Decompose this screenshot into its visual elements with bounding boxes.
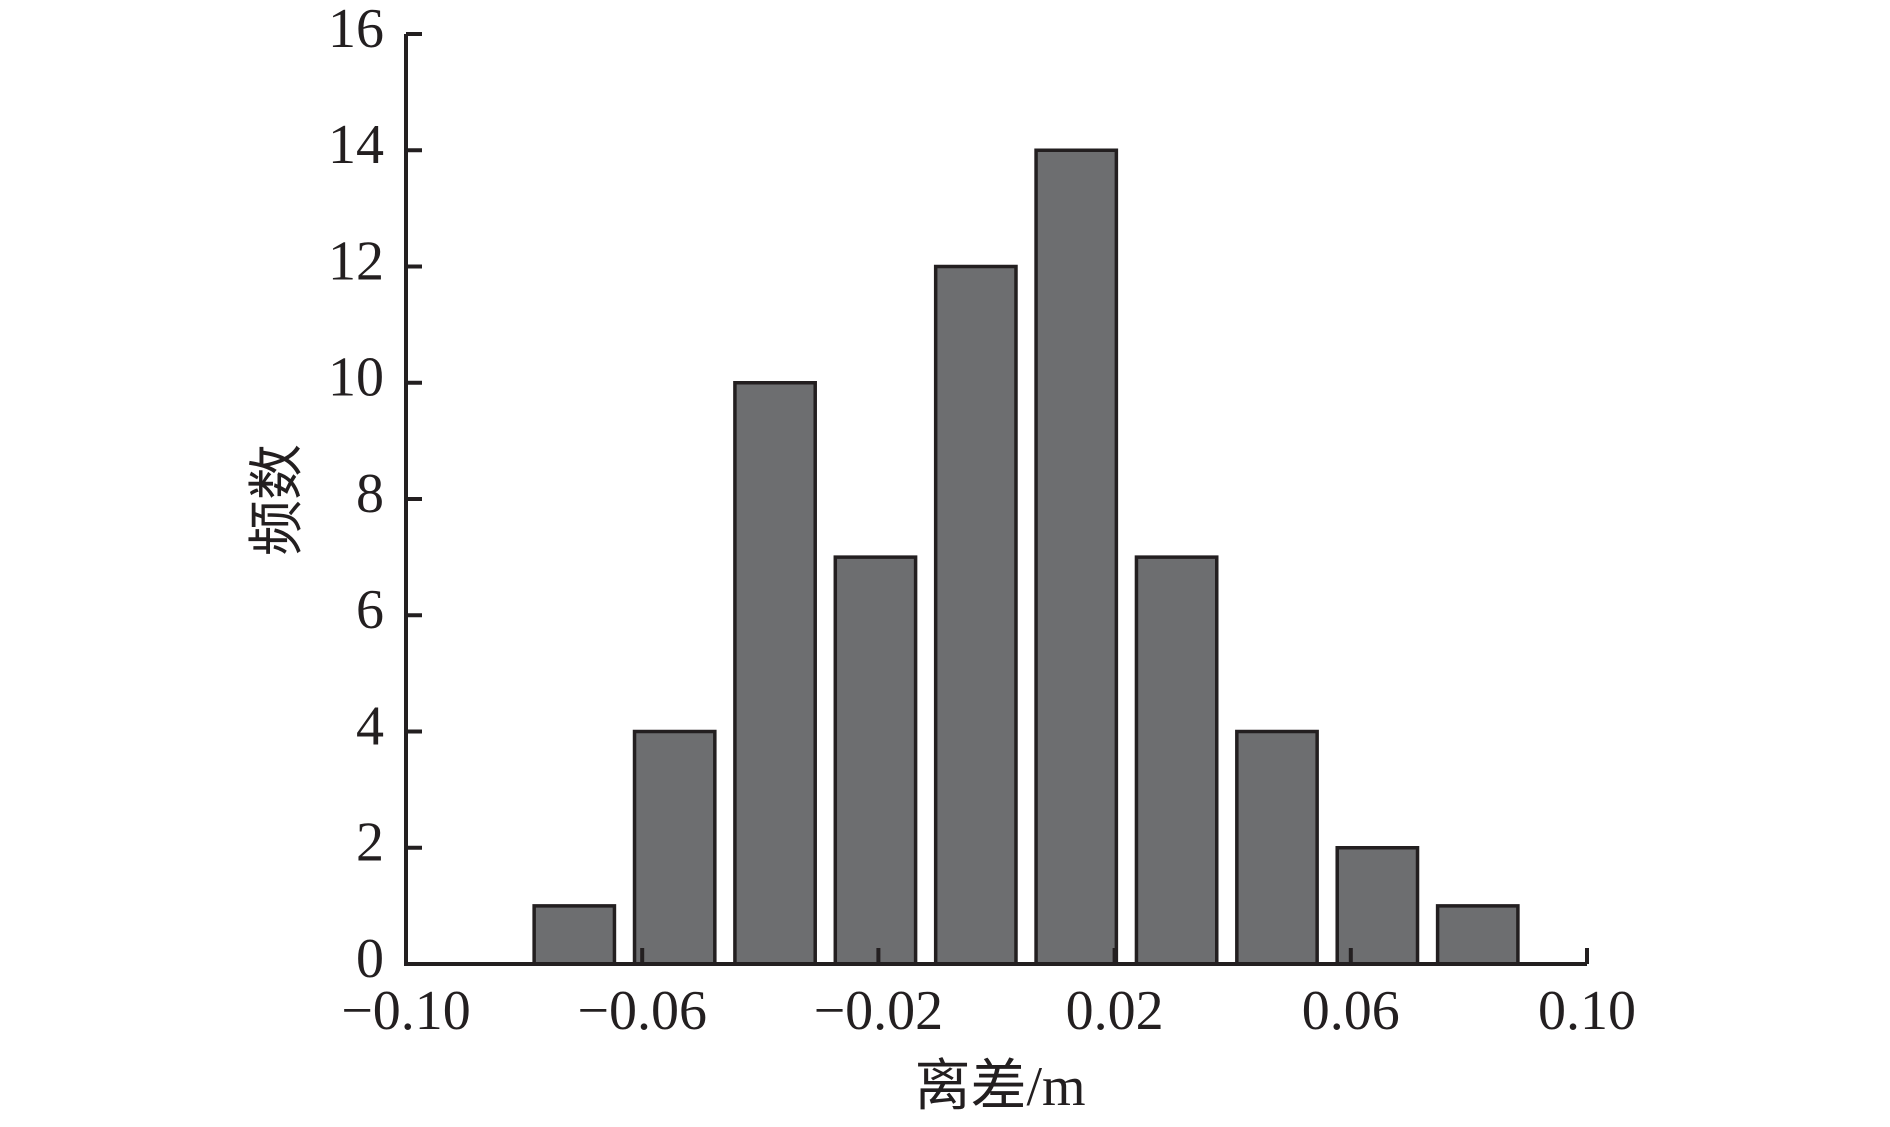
x-tick-label: 0.10 [1538, 980, 1636, 1042]
y-tick-label: 8 [356, 463, 384, 525]
bar [933, 264, 1018, 966]
bar [632, 729, 717, 966]
x-tick-label: −0.10 [341, 980, 471, 1042]
bar [833, 555, 918, 966]
bar [532, 904, 617, 966]
x-tick-label: 0.06 [1302, 980, 1400, 1042]
y-axis-title: 频数 [247, 444, 309, 556]
bar [733, 381, 817, 966]
bar [1235, 729, 1319, 966]
y-tick-label: 4 [356, 695, 384, 757]
y-tick-label: 6 [356, 579, 384, 641]
y-tick-label: 16 [328, 0, 384, 60]
bar [1134, 555, 1219, 966]
bar [1435, 904, 1520, 966]
y-tick-label: 14 [328, 114, 384, 176]
x-tick-label: −0.02 [814, 980, 944, 1042]
bar [1335, 846, 1420, 966]
y-tick-label: 2 [356, 812, 384, 874]
bar [1034, 148, 1119, 966]
y-tick-label: 12 [328, 230, 384, 292]
x-axis-title: 离差/m [914, 1056, 1085, 1118]
x-tick-label: −0.06 [577, 980, 707, 1042]
y-tick-label: 10 [328, 347, 384, 409]
y-tick-label: 0 [356, 928, 384, 990]
x-tick-label: 0.02 [1066, 980, 1164, 1042]
